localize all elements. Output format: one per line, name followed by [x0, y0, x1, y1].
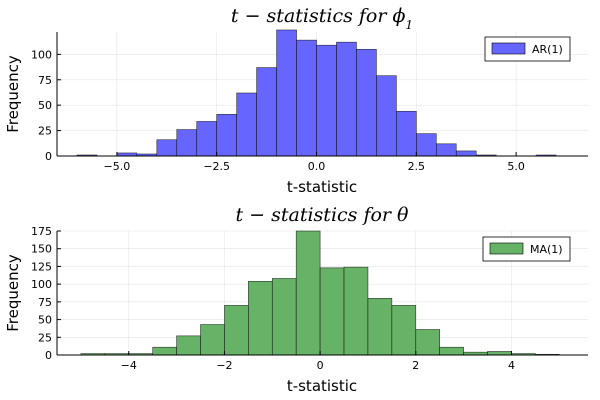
histogram-bar	[336, 41, 357, 157]
histogram-bar	[376, 75, 397, 157]
histogram-bar	[271, 278, 297, 356]
legend-swatch	[491, 42, 526, 55]
histogram-bars	[76, 29, 557, 157]
histogram-bar	[316, 44, 337, 157]
axes	[56, 32, 588, 157]
axes	[56, 230, 588, 356]
x-tick-label: 0.0	[308, 160, 326, 173]
x-tick-label: 2	[412, 359, 419, 372]
legend-label: AR(1)	[532, 43, 563, 56]
y-tick-label: 0	[45, 150, 52, 163]
y-tick-label: 150	[31, 243, 52, 256]
chart-title: t − statistics for ϕ1	[231, 5, 413, 32]
chart-ma1: t − statistics for θ −4 −2 0 2 4 0 25 50 75 100 1…	[4, 204, 588, 395]
histogram-bar	[216, 114, 237, 157]
y-tick-label: 175	[31, 225, 52, 238]
legend: AR(1)	[484, 36, 571, 62]
y-tick-label: 100	[31, 278, 52, 291]
histogram-bar	[196, 121, 217, 157]
y-tick-label: 50	[38, 314, 52, 327]
histogram-bar	[439, 346, 464, 356]
histogram-bar	[435, 143, 457, 157]
x-tick-label: −4	[121, 359, 137, 372]
x-tick-label: −2.5	[203, 160, 230, 173]
y-axis-label: Frequency	[4, 55, 22, 133]
histogram-bar	[224, 305, 249, 356]
chart-title: t − statistics for θ	[236, 204, 410, 226]
histogram-bar	[296, 39, 317, 157]
y-tick-label: 75	[38, 74, 52, 87]
histogram-bar	[295, 230, 321, 356]
histogram-bar	[319, 267, 345, 356]
y-tick-label: 0	[45, 349, 52, 362]
histogram-bar	[391, 305, 417, 356]
y-tick-label: 25	[38, 331, 52, 344]
histogram-bar	[367, 298, 393, 356]
histogram-bar	[356, 48, 377, 157]
y-tick-label: 125	[31, 260, 52, 273]
x-tick-label: 0	[317, 359, 324, 372]
x-tick-labels: −4 −2 0 2 4	[121, 359, 515, 372]
x-tick-label: −5.0	[104, 160, 131, 173]
histogram-bar	[415, 329, 441, 356]
legend-label: MA(1)	[530, 243, 563, 256]
y-tick-label: 50	[38, 99, 52, 112]
x-tick-label: 5.0	[507, 160, 525, 173]
x-tick-label: −2	[216, 359, 232, 372]
histogram-bar	[396, 110, 417, 157]
y-tick-label: 100	[31, 48, 52, 61]
y-axis-label: Frequency	[4, 254, 22, 332]
histogram-bar	[343, 266, 369, 356]
y-tick-labels: 0 25 50 75 100 125 150 175	[31, 225, 52, 362]
y-tick-labels: 0 25 50 75 100	[31, 48, 52, 163]
x-axis-label: t-statistic	[287, 178, 357, 196]
histogram-bars	[80, 230, 560, 356]
histogram-bar	[256, 67, 277, 157]
histogram-bar	[176, 335, 201, 356]
histogram-bar	[200, 324, 225, 356]
histogram-bar	[236, 92, 257, 157]
histogram-bar	[248, 281, 273, 356]
x-axis-label: t-statistic	[287, 377, 357, 395]
histogram-bar	[487, 351, 512, 356]
histogram-bar	[276, 29, 297, 157]
y-tick-label: 75	[38, 296, 52, 309]
histogram-bar	[176, 129, 198, 157]
histogram-bar	[416, 133, 437, 157]
x-tick-labels: −5.0 −2.5 0.0 2.5 5.0	[104, 160, 525, 173]
chart-ar1: t − statistics for ϕ1 −5.0 −2.5 0.0 2.5 5.0 …	[4, 5, 588, 196]
histogram-bar	[152, 346, 177, 356]
histogram-bar	[156, 139, 178, 157]
y-tick-label: 25	[38, 125, 52, 138]
x-tick-label: 2.5	[408, 160, 426, 173]
legend-swatch	[489, 242, 524, 255]
histogram-bar	[455, 150, 477, 157]
x-tick-label: 4	[508, 359, 515, 372]
legend: MA(1)	[482, 236, 571, 262]
